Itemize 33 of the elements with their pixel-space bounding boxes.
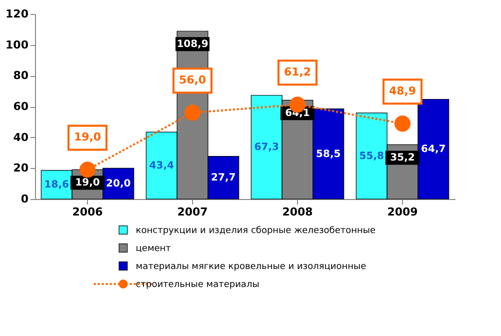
data-label: 58,5: [316, 148, 341, 160]
legend-label: конструкции и изделия сборные железобетонные: [136, 226, 376, 236]
data-label: 19,0: [75, 178, 100, 189]
data-label: 20,0: [106, 178, 131, 190]
point: [184, 104, 201, 121]
x-tick-label: 2006: [72, 206, 104, 218]
data-label: 108,9: [176, 39, 208, 50]
y-tick-label: 60: [13, 100, 29, 113]
x-tick-label: 2009: [387, 206, 418, 218]
x-tick-label: 2007: [177, 206, 208, 218]
y-tick-label: 120: [6, 8, 29, 20]
y-tick-label: 80: [13, 69, 29, 82]
data-label: 27,7: [211, 172, 236, 184]
y-tick-label: 100: [6, 38, 29, 52]
y-tick-label: 0: [20, 192, 29, 206]
data-label: 55,8: [359, 150, 384, 162]
data-label: 67,3: [254, 142, 279, 154]
point: [394, 116, 411, 132]
x-tick-label: 2008: [282, 206, 313, 218]
legend-label: цемент: [136, 244, 171, 254]
legend-label: материалы мягкие кровельные и изоляционные: [136, 262, 367, 272]
data-label: 56,0: [178, 74, 206, 87]
y-tick-label: 20: [13, 162, 29, 175]
data-label: 19,0: [74, 130, 102, 144]
point: [79, 162, 96, 178]
data-label: 48,9: [388, 84, 416, 98]
y-tick-label: 40: [13, 130, 29, 144]
legend-label: строительные материалы: [136, 280, 260, 290]
data-label: 35,2: [390, 152, 415, 164]
data-label: 43,4: [149, 160, 174, 172]
data-label: 61,2: [284, 66, 312, 79]
data-label: 64,7: [421, 144, 446, 156]
data-label: 18,6: [44, 180, 69, 191]
